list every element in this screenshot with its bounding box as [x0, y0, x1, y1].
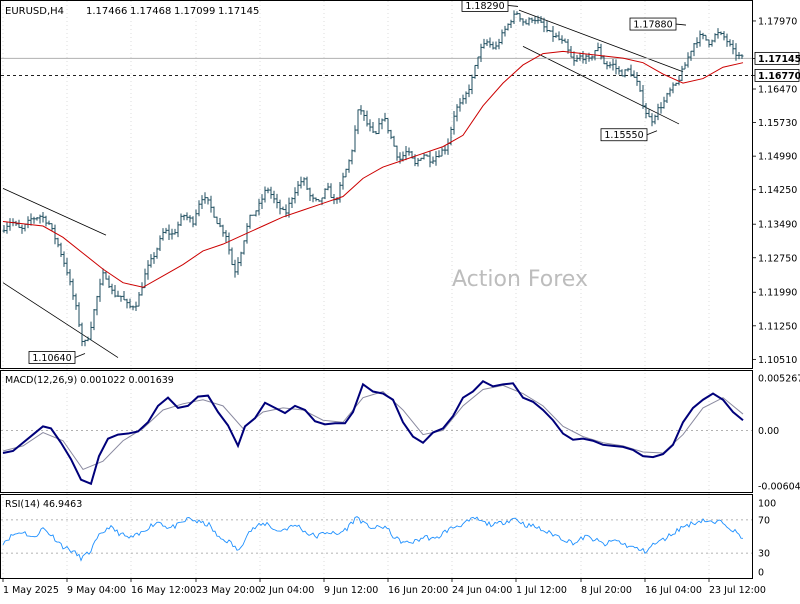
macd-title: MACD(12,26,9) 0.001022 0.001639 [5, 375, 174, 386]
macd-y-tick-label: 0.005267 [758, 374, 800, 385]
price-annotation: 1.17880 [629, 17, 687, 31]
x-tick-label: 2 Jun 04:00 [260, 585, 314, 596]
y-tick-label: 1.16470 [758, 85, 797, 96]
header-high: 1.17468 [130, 6, 171, 17]
x-tick-label: 24 Jun 04:00 [452, 585, 512, 596]
price-annotation: 1.10640 [28, 351, 86, 364]
y-tick-label: 1.17145 [758, 54, 800, 65]
watermark: Action Forex [452, 267, 588, 292]
y-price-box [754, 68, 800, 82]
y-price-box [754, 51, 800, 65]
annotation-leader [74, 353, 86, 358]
channel-line [522, 46, 680, 125]
y-tick-label: 1.14250 [758, 185, 797, 196]
rsi-y-tick-label: 100 [758, 499, 776, 510]
price-panel-frame [0, 0, 753, 369]
x-tick-label: 8 Jul 20:00 [581, 585, 632, 596]
x-tick-label: 16 Jun 20:00 [388, 585, 448, 596]
y-tick-label: 1.11250 [758, 321, 797, 332]
rsi-y-tick-label: 70 [758, 515, 770, 526]
x-tick-label: 1 May 2025 [3, 585, 59, 596]
y-tick-label: 1.12750 [758, 253, 797, 264]
header-close: 1.17145 [218, 6, 259, 17]
y-tick-label: 1.16770 [758, 71, 800, 82]
header-open: 1.17466 [86, 6, 127, 17]
x-tick-label: 1 Jul 12:00 [516, 585, 567, 596]
macd-main-line [2, 380, 744, 486]
header-symbol: EURUSD,H4 [5, 6, 64, 17]
y-tick-label: 1.14990 [758, 152, 797, 163]
rsi-line [2, 516, 744, 562]
y-tick-label: 1.11990 [758, 288, 797, 299]
price-annotation: 1.15550 [600, 128, 658, 141]
y-tick-label: 1.10510 [758, 355, 797, 366]
y-tick-label: 1.13490 [758, 220, 797, 231]
annotation-leader [675, 23, 687, 26]
macd-panel-frame [0, 370, 753, 493]
annotation-leader [646, 130, 658, 136]
x-tick-label: 16 Jul 04:00 [645, 585, 702, 596]
rsi-y-tick-label: 0 [758, 568, 764, 579]
annotation-label: 1.17880 [633, 20, 672, 31]
y-tick-label: 1.15730 [758, 118, 797, 129]
x-tick-label: 9 May 04:00 [67, 585, 126, 596]
annotation-label: 1.18290 [465, 1, 504, 12]
macd-y-tick-label: 0.00 [758, 426, 779, 437]
rsi-y-tick-label: 30 [758, 549, 770, 560]
macd-signal-line [2, 384, 744, 471]
macd-y-tick-label: -0.00604 [758, 482, 800, 493]
x-tick-label: 16 May 12:00 [131, 585, 196, 596]
channel-line [2, 282, 119, 358]
moving-average-line [2, 50, 744, 288]
rsi-panel-frame [0, 494, 753, 579]
x-tick-label: 23 Jul 12:00 [709, 585, 766, 596]
x-tick-label: 23 May 20:00 [196, 585, 261, 596]
annotation-label: 1.15550 [604, 130, 643, 141]
header-low: 1.17099 [174, 6, 215, 17]
channel-line [518, 9, 684, 73]
rsi-title: RSI(14) 46.9463 [5, 499, 82, 510]
channel-line [2, 187, 107, 236]
x-tick-label: 9 Jun 12:00 [324, 585, 378, 596]
annotation-label: 1.10640 [32, 353, 71, 364]
price-annotation: 1.18290 [461, 0, 519, 12]
y-tick-label: 1.17970 [758, 16, 797, 27]
annotation-leader [507, 5, 519, 7]
